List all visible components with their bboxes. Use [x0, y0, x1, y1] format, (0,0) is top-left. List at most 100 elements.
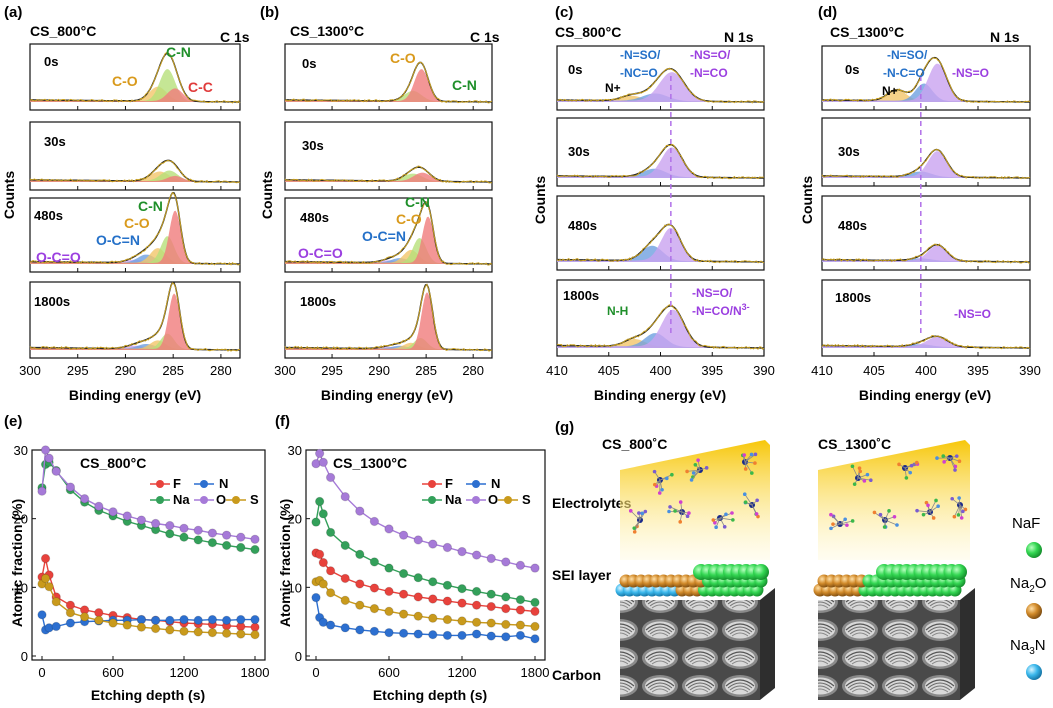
molecule-atom [693, 462, 698, 467]
panel-b-time-480: 480s [300, 210, 329, 225]
molecule-atom [909, 463, 914, 468]
panel-d-label-nplus: N+ [882, 84, 898, 98]
molecule-atom [942, 460, 946, 464]
fraction-e-point-Na-12 [179, 532, 189, 542]
fraction-f-point-S-9 [413, 611, 423, 621]
molecule-atom [704, 466, 709, 470]
fraction-e-point-N-16 [236, 614, 246, 625]
panel-a-region: C 1s [220, 29, 250, 45]
fraction-f-point-F-2 [318, 557, 328, 568]
panel-d-time-1800: 1800s [835, 290, 871, 305]
legend-na3n-ball [1026, 664, 1042, 680]
legend-f-n-marker [472, 480, 480, 488]
fraction-f-point-Na-17 [530, 597, 540, 608]
molecule-atom [857, 466, 862, 470]
legend-f-n: N [491, 476, 500, 491]
legend-f-na-marker [428, 496, 436, 504]
panel-e-xlabel: Etching depth (s) [91, 687, 205, 703]
molecule-atom [665, 476, 669, 481]
molecule-atom [742, 492, 747, 497]
fraction-f-point-F-8 [398, 589, 409, 599]
molecule-atom [852, 482, 857, 486]
schematic-panel: CS_800˚C CS_1300˚C Electrolytes SEI laye… [552, 436, 1046, 700]
atomic-fraction-layer: 0 10 20 30 0 600 1200 1800 0 10 20 30 0 600 1200 1800 [14, 443, 550, 680]
xps-c-xtick-label-410: 410 [546, 363, 568, 378]
electrolyte-region-right [818, 440, 970, 560]
xps-a-component-2-1 [30, 254, 240, 264]
molecule-atom [678, 500, 683, 504]
fraction-f-point-S-14 [486, 618, 496, 628]
panel-b-letter: (b) [260, 4, 279, 21]
fraction-f-point-Na-2 [318, 509, 328, 519]
panel-d-label-nsoo-1800: -NS=O [954, 307, 991, 321]
fraction-f-point-Na-16 [515, 594, 526, 605]
fraction-e-point-Na-13 [193, 535, 203, 545]
legend-e-n: N [219, 476, 228, 491]
fraction-f-point-Na-9 [413, 573, 423, 583]
xps-a-raw-0 [29, 51, 241, 104]
panel-g-letter: (g) [555, 419, 574, 436]
molecule-atom [872, 510, 877, 515]
fraction-e-point-Na-14 [207, 538, 218, 548]
panel-c-time-0: 0s [568, 62, 582, 77]
fraction-f-point-F-5 [355, 579, 365, 589]
fraction-f-point-O-4 [340, 491, 350, 502]
panel-a-label-ocn: O-C=N [96, 232, 140, 248]
panel-c-xlabel: Binding energy (eV) [594, 387, 726, 403]
fraction-f-point-N-9 [413, 629, 423, 639]
fraction-f-point-O-2 [318, 457, 328, 468]
molecule-atom [660, 487, 664, 492]
electrolyte-molecule [950, 496, 968, 520]
xps-c-raw-0 [556, 67, 765, 104]
panel-c-label-nh: N-H [607, 304, 628, 318]
molecule-atom [897, 462, 901, 467]
molecule-bond [839, 520, 853, 525]
fraction-f-point-Na-14 [486, 589, 496, 599]
fraction-e-point-O-0 [37, 486, 47, 496]
molecule-atom [652, 469, 657, 474]
fraction-f-point-S-8 [398, 609, 409, 619]
xps-panel-a: 300 295 290 285 280 [19, 43, 241, 378]
fraction-f-point-Na-1 [314, 496, 325, 507]
xps-b-xtick-label-290: 290 [368, 363, 390, 378]
xps-b-xtick-label-285: 285 [415, 363, 437, 378]
fraction-e-point-N-13 [193, 615, 203, 625]
xps-c-component-1-1 [557, 147, 764, 178]
fraction-f-point-F-15 [501, 603, 511, 614]
panel-e-legend: F N Na O S [150, 476, 259, 507]
panel-b-label-cn: C-N [452, 77, 477, 93]
xps-b-box-2 [284, 197, 493, 273]
molecule-atom [670, 472, 674, 477]
molecule-atom [915, 508, 919, 513]
fraction-e-point-S-11 [165, 625, 175, 635]
molecule-atom [643, 509, 648, 514]
fraction-f-point-Na-13 [471, 586, 482, 597]
fraction-f-point-S-13 [471, 617, 482, 628]
panel-e-title: CS_800°C [80, 455, 146, 471]
fraction-f-xtick-label-1200: 1200 [448, 665, 477, 680]
panel-b-ylabel: Counts [259, 171, 275, 219]
molecule-atom [845, 523, 849, 527]
fraction-e-point-Na-16 [236, 542, 246, 553]
fraction-f-point-F-13 [471, 600, 482, 610]
panel-c-sample: CS_800°C [555, 24, 621, 40]
electrolyte-molecule [935, 454, 962, 472]
molecule-atom [959, 516, 964, 520]
molecule-atom [749, 452, 754, 457]
fraction-e-point-Na-11 [165, 529, 175, 539]
xps-a-raw-2 [30, 191, 241, 266]
molecule-atom [921, 512, 926, 517]
fraction-e-point-O-13 [193, 525, 203, 536]
fraction-f-point-O-10 [428, 539, 438, 549]
panel-d-sample: CS_1300°C [830, 24, 904, 40]
legend-e-f-marker [156, 480, 164, 488]
fraction-f-frame [305, 449, 546, 661]
molecule-atom [954, 454, 959, 458]
panel-d-label-nso-1: -N=SO/ [887, 48, 928, 62]
molecule-atom [755, 498, 759, 503]
fraction-f-point-O-11 [442, 542, 453, 553]
fraction-f-point-O-1 [314, 448, 325, 459]
electrolyte-molecule [667, 500, 691, 524]
fraction-f-point-Na-12 [457, 584, 467, 594]
xps-c-raw-1 [556, 143, 765, 180]
